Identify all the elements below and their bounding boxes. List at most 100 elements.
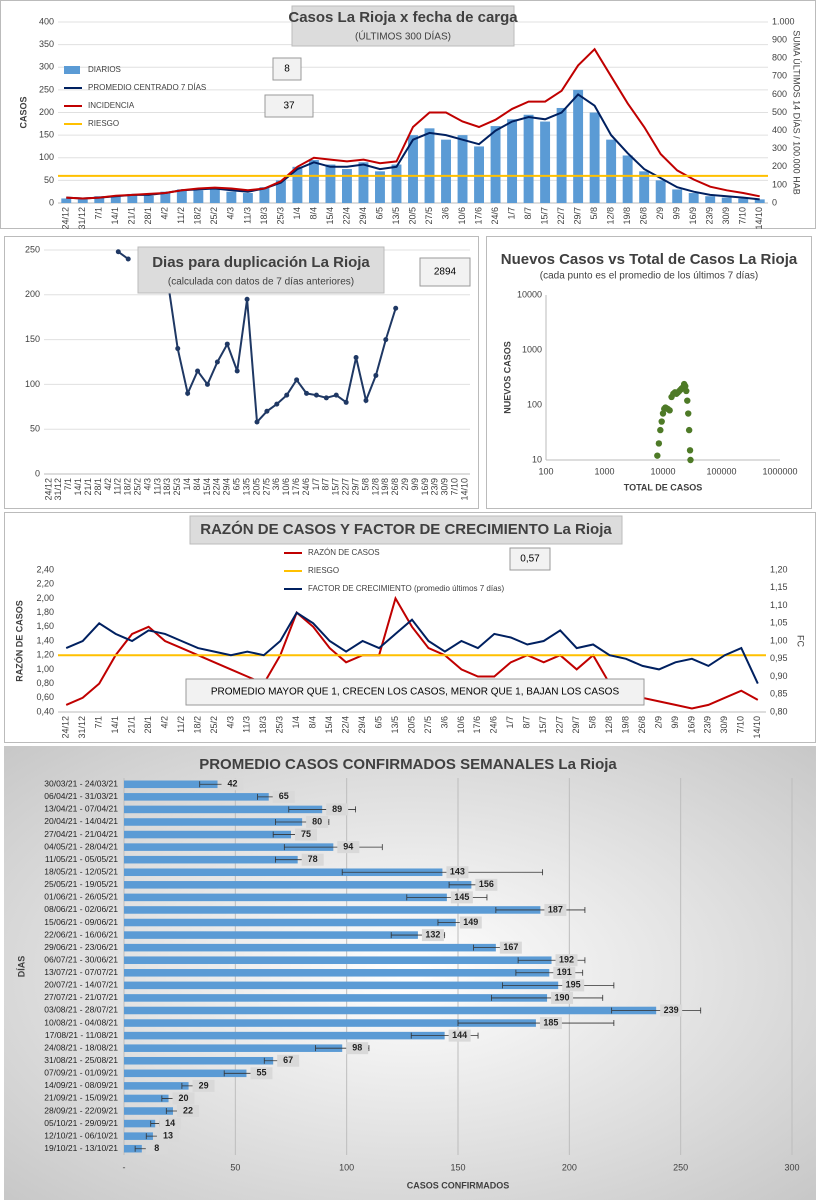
y-tick-label: 03/08/21 - 28/07/21	[44, 1005, 118, 1015]
x-tick-label: 1/7	[505, 716, 515, 729]
x-tick-label: 6/5	[374, 207, 384, 220]
x-tick-label: 14/1	[73, 478, 83, 496]
bar	[124, 981, 559, 990]
x-tick-label: 15/4	[202, 478, 212, 496]
bar	[490, 126, 501, 203]
bar	[275, 180, 286, 203]
value-label-box	[553, 966, 576, 979]
y-tick-label: 17/08/21 - 11/08/21	[45, 1030, 118, 1040]
value-label: 190	[555, 992, 570, 1002]
error-bar	[611, 1007, 702, 1014]
bar	[325, 164, 336, 203]
y-tick-label: 29/06/21 - 23/06/21	[44, 942, 118, 952]
y-tick-label: 1,00	[36, 664, 54, 674]
chart-subtitle: (calculada con datos de 7 días anteriore…	[168, 277, 354, 288]
value-label-box	[539, 1017, 562, 1030]
error-bar	[283, 844, 383, 851]
y-tick-label: 28/09/21 - 22/09/21	[44, 1105, 118, 1115]
x-tick-label: 27/5	[424, 207, 434, 225]
annotation-box	[185, 678, 645, 706]
bar	[754, 199, 765, 203]
x-tick-label: 20/5	[406, 716, 416, 734]
legend-label: RIESGO	[308, 566, 339, 575]
y-tick-label: 07/09/21 - 01/09/21	[44, 1068, 118, 1078]
marker	[195, 368, 201, 374]
x-tick-label: 4/3	[142, 478, 152, 491]
x-tick-label: 19/8	[620, 716, 630, 734]
y-tick-label: 900	[772, 34, 787, 44]
value-label: 42	[228, 779, 238, 789]
x-axis-label: TOTAL DE CASOS	[624, 482, 703, 492]
y-tick-label: 1,80	[36, 607, 54, 617]
bar	[259, 187, 270, 203]
bar	[408, 135, 418, 203]
y-tick-label: 10	[532, 454, 542, 464]
bar	[143, 195, 154, 203]
x-tick-label: 8/7	[522, 716, 532, 729]
value-label-box	[450, 891, 473, 904]
y-tick-label: 500	[772, 107, 787, 117]
y-tick-label: 1,60	[36, 621, 54, 631]
y2-axis-label: FC	[796, 635, 806, 647]
y-tick-label: 250	[25, 244, 40, 254]
x-tick-label: 11/2	[113, 478, 123, 495]
value-label: 80	[312, 816, 322, 826]
bar	[672, 189, 683, 203]
x-tick-label: 21/1	[126, 716, 136, 734]
x-tick-label: 10/6	[457, 207, 467, 225]
x-tick-label: 7/1	[94, 207, 104, 220]
y-tick-label: 2,40	[36, 564, 54, 574]
value-label: 29	[199, 1080, 209, 1090]
x-tick-label: 12/8	[604, 716, 614, 734]
x-tick-label: 22/4	[341, 207, 351, 225]
x-tick-label: 14/10	[459, 478, 469, 501]
value-label: 20	[179, 1093, 189, 1103]
y-tick-label: 1,20	[770, 564, 788, 574]
y-axis-label: NUEVOS CASOS	[502, 341, 512, 414]
value-label: 195	[566, 980, 581, 990]
y-tick-label: 1,05	[770, 618, 788, 628]
y-tick-label: 0	[49, 197, 54, 207]
bar	[124, 1006, 657, 1015]
value-label-box	[660, 1004, 683, 1017]
y-tick-label: 200	[39, 107, 54, 117]
bar	[688, 193, 699, 203]
y-tick-label: 50	[44, 175, 54, 185]
x-tick-label: 14/1	[110, 207, 120, 225]
x-tick-label: 19/8	[380, 478, 390, 496]
y-tick-label: 20/04/21 - 14/04/21	[44, 816, 118, 826]
value-label-box	[544, 903, 567, 916]
bar	[160, 191, 171, 203]
bar	[342, 169, 352, 203]
x-tick-label: 24/12	[43, 478, 53, 501]
x-tick-label: 4/2	[159, 716, 169, 729]
y-tick-label: 04/05/21 - 28/04/21	[44, 841, 118, 851]
x-tick-label: 30/9	[721, 207, 731, 225]
x-tick-label: 30/9	[719, 716, 729, 734]
line	[66, 47, 760, 200]
bar	[124, 830, 291, 839]
y-axis-label: RAZÓN DE CASOS	[13, 600, 24, 682]
x-tick-label: 12/8	[606, 207, 616, 225]
bar	[61, 198, 72, 203]
value-label: 78	[308, 854, 318, 864]
point	[658, 418, 665, 425]
bar	[209, 187, 220, 203]
x-tick-label: 300	[784, 1162, 799, 1172]
point	[684, 397, 691, 404]
value-label: 67	[283, 1055, 293, 1065]
x-tick-label: 2/9	[400, 478, 410, 491]
point	[683, 387, 690, 395]
x-tick-label: 200	[562, 1162, 577, 1172]
x-tick-label: 6/5	[232, 478, 242, 491]
y-tick-label: 300	[39, 62, 54, 72]
bar	[124, 1119, 156, 1128]
bar	[474, 146, 484, 203]
x-tick-label: 7/10	[738, 207, 748, 225]
point	[685, 410, 692, 417]
legend-swatch	[64, 66, 80, 74]
bar	[375, 171, 385, 203]
bar	[124, 1132, 153, 1140]
x-tick-label: 10/6	[456, 716, 466, 734]
x-tick-label: 17/6	[472, 716, 482, 734]
